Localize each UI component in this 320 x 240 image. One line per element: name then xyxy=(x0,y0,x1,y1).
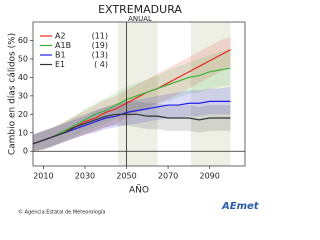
band xyxy=(33,86,231,152)
band xyxy=(33,101,231,152)
legend-count: ( 4) xyxy=(94,60,108,69)
shaded-period xyxy=(190,22,231,166)
y-axis-label: Cambio en días cálidos (%) xyxy=(8,33,18,155)
x-tick-label: 2030 xyxy=(75,172,95,181)
y-tick-label: 60 xyxy=(18,36,28,45)
y-tick-label: 50 xyxy=(18,54,28,63)
y-tick-label: 10 xyxy=(18,128,28,137)
series-line xyxy=(32,67,231,145)
legend-label: A2 xyxy=(55,32,66,41)
series-line xyxy=(32,113,231,145)
logo: AEmet xyxy=(221,201,260,212)
y-tick-label: 20 xyxy=(18,110,28,119)
x-tick-label: 2010 xyxy=(33,172,53,181)
x-tick-label: 2090 xyxy=(199,172,219,181)
legend-label: E1 xyxy=(55,60,65,69)
chart-subtitle: ANUAL xyxy=(128,15,152,23)
legend-label: B1 xyxy=(55,51,66,60)
legend-count: (11) xyxy=(92,32,108,41)
y-tick-label: 30 xyxy=(18,91,28,100)
x-tick-label: 2050 xyxy=(116,172,136,181)
x-tick-label: 2070 xyxy=(158,172,178,181)
chart-title: EXTREMADURA xyxy=(98,3,182,16)
legend-count: (13) xyxy=(92,51,108,60)
y-tick-label: 40 xyxy=(18,73,28,82)
legend-label: A1B xyxy=(55,41,71,50)
legend-count: (19) xyxy=(92,41,108,50)
x-axis-label: AÑO xyxy=(129,185,149,196)
y-tick-label: 0 xyxy=(23,147,28,156)
shaded-period xyxy=(118,22,158,166)
footer-credit: © Agencia Estatal de Meteorología xyxy=(18,209,105,216)
plot-frame xyxy=(32,21,246,167)
chart: EXTREMADURA ANUAL Cambio en días cálidos… xyxy=(8,3,260,216)
